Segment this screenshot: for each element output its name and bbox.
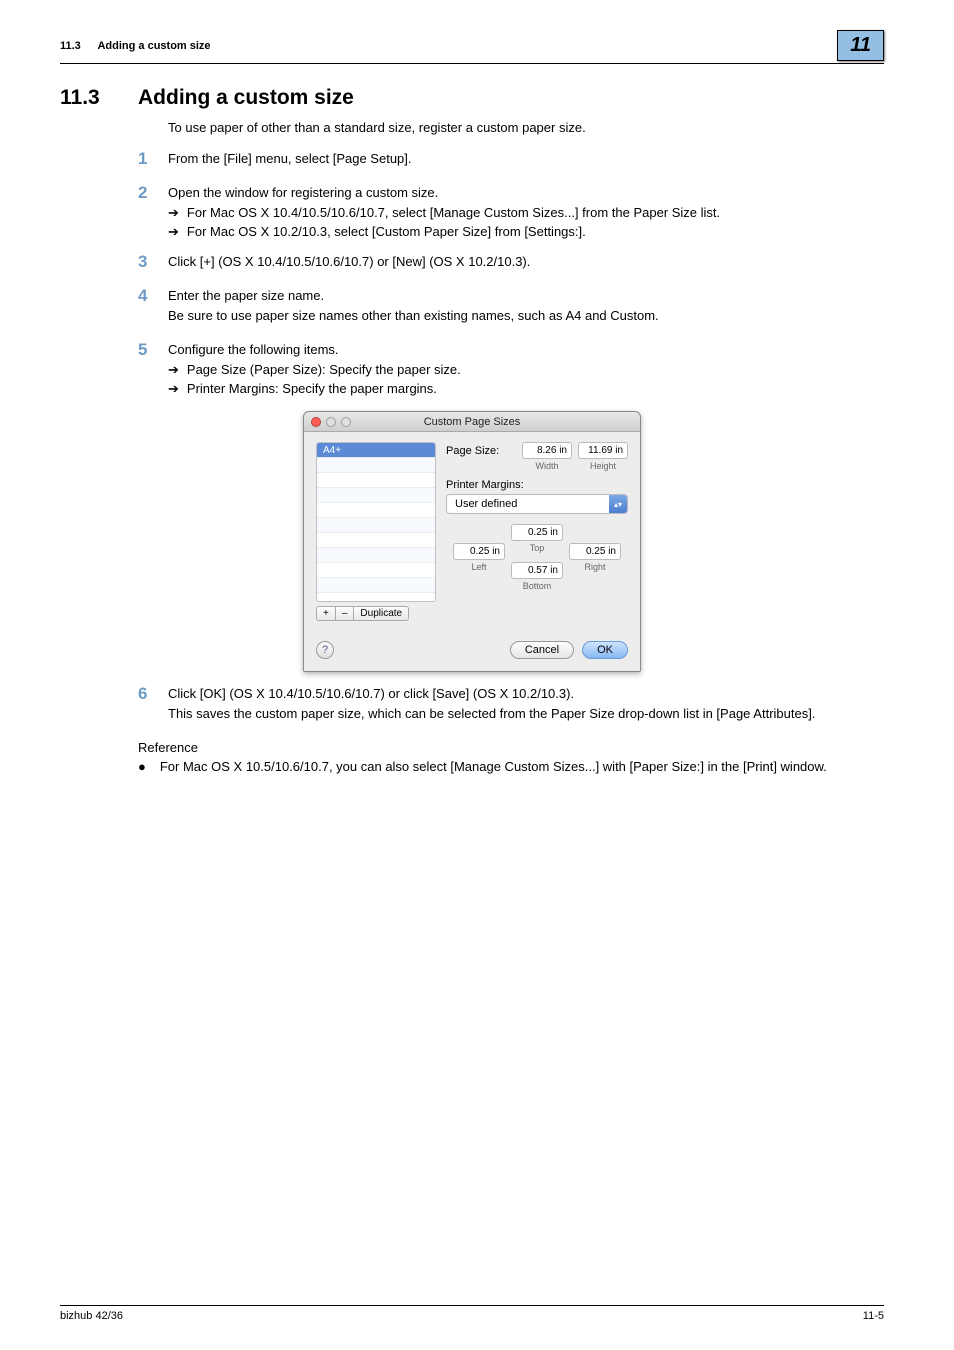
list-item[interactable]: [317, 488, 435, 503]
chapter-number-box: 11: [837, 30, 884, 61]
arrow-icon: ➔: [168, 205, 179, 221]
height-field[interactable]: 11.69 in: [578, 442, 628, 459]
step-note: This saves the custom paper size, which …: [168, 706, 884, 721]
list-item[interactable]: [317, 533, 435, 548]
top-label: Top: [511, 543, 563, 560]
step-text: Enter the paper size name.: [168, 288, 884, 303]
bullet-icon: ●: [138, 759, 146, 774]
width-label: Width: [522, 461, 572, 471]
size-list[interactable]: A4+: [316, 442, 436, 602]
step-sub-text: For Mac OS X 10.2/10.3, select [Custom P…: [187, 224, 586, 240]
list-item[interactable]: [317, 503, 435, 518]
arrow-icon: ➔: [168, 381, 179, 397]
section-number: 11.3: [60, 86, 138, 110]
close-icon[interactable]: [311, 417, 321, 427]
bottom-label: Bottom: [511, 581, 563, 591]
dialog-titlebar[interactable]: Custom Page Sizes: [304, 412, 640, 432]
dropdown-selected: User defined: [447, 498, 609, 510]
list-item[interactable]: [317, 563, 435, 578]
margins-dropdown[interactable]: User defined ▴▾: [446, 494, 628, 514]
list-item[interactable]: [317, 548, 435, 563]
step-number: 4: [138, 286, 168, 328]
step-text: Configure the following items.: [168, 342, 884, 357]
header-section-num: 11.3: [60, 40, 81, 52]
ok-button[interactable]: OK: [582, 641, 628, 659]
right-label: Right: [569, 562, 621, 579]
section-title: Adding a custom size: [138, 86, 354, 110]
reference-text: For Mac OS X 10.5/10.6/10.7, you can als…: [160, 759, 827, 774]
header-section-label: Adding a custom size: [97, 40, 210, 52]
list-item[interactable]: [317, 518, 435, 533]
left-margin-field[interactable]: 0.25 in: [453, 543, 505, 560]
step-sub-text: Printer Margins: Specify the paper margi…: [187, 381, 437, 397]
step-number: 1: [138, 149, 168, 171]
top-margin-field[interactable]: 0.25 in: [511, 524, 563, 541]
bottom-margin-field[interactable]: 0.57 in: [511, 562, 563, 579]
page-header: 11.3 Adding a custom size 11: [60, 30, 884, 64]
duplicate-button[interactable]: Duplicate: [353, 606, 409, 621]
help-button[interactable]: ?: [316, 641, 334, 659]
left-label: Left: [453, 562, 505, 579]
add-button[interactable]: +: [316, 606, 336, 621]
list-item[interactable]: A4+: [317, 443, 435, 458]
step-number: 2: [138, 183, 168, 240]
custom-page-sizes-dialog: Custom Page Sizes A4+: [303, 411, 641, 672]
step-number: 6: [138, 684, 168, 726]
page-footer: bizhub 42/36 11-5: [60, 1305, 884, 1322]
step-sub-text: Page Size (Paper Size): Specify the pape…: [187, 362, 461, 378]
width-field[interactable]: 8.26 in: [522, 442, 572, 459]
step-text: From the [File] menu, select [Page Setup…: [168, 151, 884, 166]
footer-page-number: 11-5: [863, 1310, 884, 1322]
step-text: Click [OK] (OS X 10.4/10.5/10.6/10.7) or…: [168, 686, 884, 701]
remove-button[interactable]: –: [335, 606, 355, 621]
right-margin-field[interactable]: 0.25 in: [569, 543, 621, 560]
list-item[interactable]: [317, 578, 435, 593]
intro-text: To use paper of other than a standard si…: [168, 120, 884, 135]
arrow-icon: ➔: [168, 224, 179, 240]
step-text: Open the window for registering a custom…: [168, 185, 884, 200]
step-number: 3: [138, 252, 168, 274]
footer-product: bizhub 42/36: [60, 1310, 123, 1322]
list-item[interactable]: [317, 458, 435, 473]
zoom-icon: [341, 417, 351, 427]
page-size-label: Page Size:: [446, 445, 499, 457]
step-note: Be sure to use paper size names other th…: [168, 308, 884, 323]
margins-label: Printer Margins:: [446, 479, 628, 491]
reference-heading: Reference: [138, 740, 884, 755]
step-text: Click [+] (OS X 10.4/10.5/10.6/10.7) or …: [168, 254, 884, 269]
minimize-icon: [326, 417, 336, 427]
chevron-updown-icon: ▴▾: [609, 495, 627, 513]
dialog-title: Custom Page Sizes: [304, 416, 640, 428]
step-number: 5: [138, 340, 168, 397]
arrow-icon: ➔: [168, 362, 179, 378]
step-sub-text: For Mac OS X 10.4/10.5/10.6/10.7, select…: [187, 205, 720, 221]
cancel-button[interactable]: Cancel: [510, 641, 574, 659]
height-label: Height: [578, 461, 628, 471]
list-item[interactable]: [317, 473, 435, 488]
